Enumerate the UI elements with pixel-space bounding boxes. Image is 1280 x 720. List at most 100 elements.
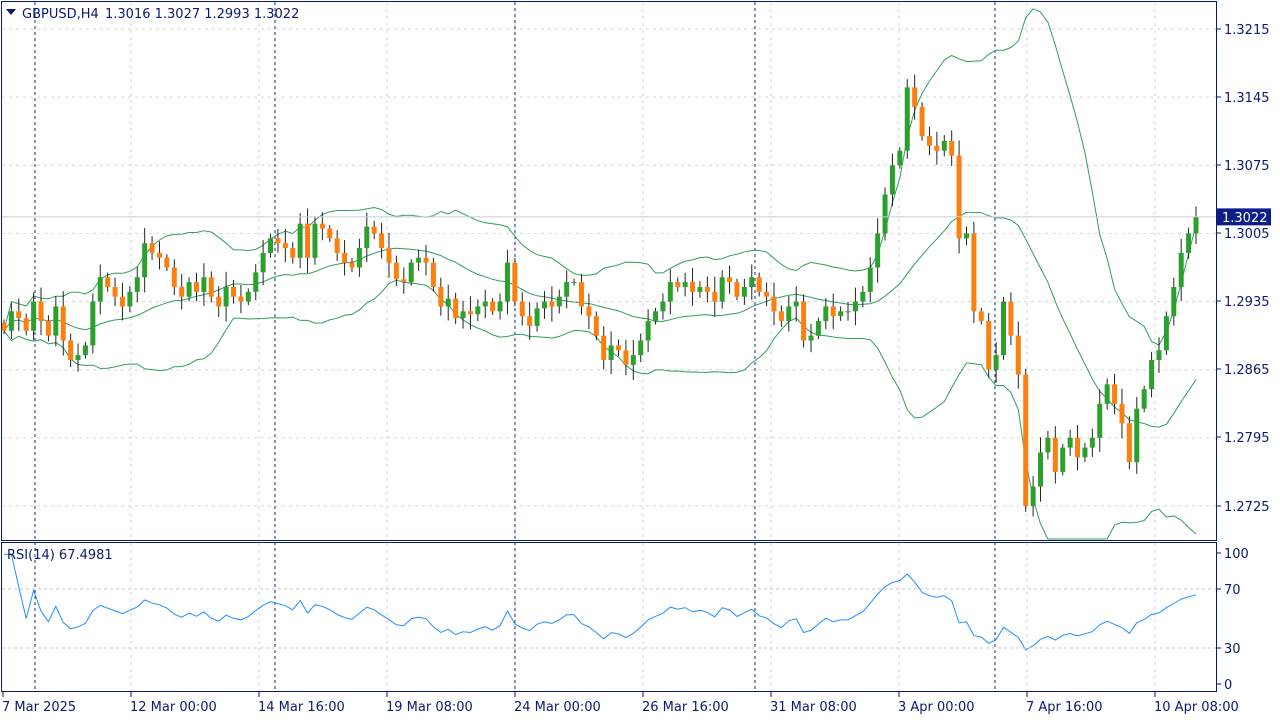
bull-candle: [1193, 216, 1199, 234]
bear-candle: [712, 291, 718, 302]
bear-candle: [16, 311, 22, 319]
bear-candle: [616, 345, 622, 351]
bollinger-middle-band: [3, 211, 1197, 428]
bear-candle: [549, 301, 555, 307]
bull-candle: [1060, 447, 1066, 472]
candlesticks[interactable]: [1, 74, 1199, 517]
bull-candle: [416, 257, 422, 263]
bear-candle: [38, 301, 44, 322]
bear-candle: [60, 306, 66, 341]
rsi-level-label: 100: [1224, 547, 1249, 562]
bull-candle: [475, 306, 481, 315]
bull-candle: [1097, 403, 1103, 438]
rsi-level-label: 0: [1224, 678, 1232, 693]
bear-candle: [1119, 403, 1125, 424]
time-label: 14 Mar 16:00: [258, 700, 345, 715]
bull-candle: [97, 277, 103, 302]
bear-candle: [319, 223, 325, 229]
bear-candle: [105, 277, 111, 287]
bear-candle: [23, 318, 29, 331]
bull-candle: [1045, 437, 1051, 453]
bull-candle: [82, 345, 88, 356]
bear-candle: [216, 296, 222, 307]
bull-candle: [786, 306, 792, 322]
bull-candle: [882, 194, 888, 234]
price-axis[interactable]: 1.3215 1.3145 1.3075 1.3005 1.2935 1.286…: [1217, 23, 1270, 515]
bull-candle: [867, 267, 873, 292]
current-price-tag: [1217, 208, 1271, 226]
bull-candle: [941, 140, 947, 151]
bear-candle: [453, 298, 459, 319]
bear-candle: [830, 306, 836, 317]
bull-candle: [1178, 252, 1184, 287]
bear-candle: [327, 228, 333, 239]
bear-candle: [949, 140, 955, 156]
rsi-level-label: 70: [1224, 583, 1241, 598]
ohlc-values: 1.3016 1.3027 1.2993 1.3022: [105, 7, 299, 22]
bear-candle: [149, 243, 155, 253]
bull-candle: [408, 262, 414, 283]
bull-candle: [1104, 384, 1110, 404]
bull-candle: [852, 301, 858, 312]
bear-candle: [919, 106, 925, 137]
bear-candle: [801, 301, 807, 341]
bear-candle: [68, 340, 74, 360]
price-label: 1.2935: [1224, 295, 1270, 310]
bull-candle: [1067, 437, 1073, 448]
bull-candle: [860, 291, 866, 302]
bull-candle: [638, 340, 644, 356]
bear-candle: [275, 238, 281, 244]
bear-candle: [467, 311, 473, 315]
time-label: 3 Apr 00:00: [898, 700, 975, 715]
bear-candle: [179, 286, 185, 297]
bear-candle: [379, 233, 385, 249]
bear-candle: [156, 252, 162, 258]
bear-candle: [349, 262, 355, 268]
bear-candle: [119, 296, 125, 307]
time-label: 10 Apr 08:00: [1154, 700, 1239, 715]
bear-candle: [490, 301, 496, 312]
bear-candle: [690, 282, 696, 292]
price-label: 1.3145: [1224, 91, 1270, 106]
bull-candle: [1001, 301, 1007, 356]
bull-candle: [127, 291, 133, 307]
bull-candle: [482, 301, 488, 307]
rsi-line-path: [4, 553, 1197, 651]
bear-candle: [734, 282, 740, 297]
bear-candle: [601, 335, 607, 360]
time-label: 7 Mar 2025: [2, 700, 76, 715]
bear-candle: [231, 286, 237, 297]
bull-candle: [815, 321, 821, 336]
bull-candle: [223, 286, 229, 307]
bull-candle: [875, 233, 881, 268]
bull-candle: [90, 301, 96, 346]
bear-candle: [778, 311, 784, 322]
bear-candle: [371, 226, 377, 234]
bull-candle: [645, 321, 651, 341]
bull-candle: [75, 355, 81, 360]
bear-candle: [430, 262, 436, 287]
bear-candle: [393, 262, 399, 280]
bull-candle: [1082, 447, 1088, 458]
bull-candle: [889, 165, 895, 195]
bear-candle: [238, 296, 244, 302]
bear-candle: [1126, 423, 1132, 463]
bull-candle: [897, 150, 903, 166]
price-label: 1.2725: [1224, 500, 1270, 515]
bear-candle: [1075, 437, 1081, 458]
bull-candle: [356, 248, 362, 268]
bear-candle: [342, 252, 348, 263]
time-label: 24 Mar 00:00: [514, 700, 601, 715]
bear-candle: [171, 267, 177, 287]
bull-candle: [793, 301, 799, 307]
rsi-axis[interactable]: 100 70 30 0: [1217, 547, 1249, 693]
bollinger-bands: [3, 8, 1197, 540]
triangle-down-icon[interactable]: [6, 9, 16, 15]
bull-candle: [808, 335, 814, 341]
bull-candle: [697, 286, 703, 292]
bear-candle: [986, 321, 992, 370]
time-axis[interactable]: 7 Mar 2025 12 Mar 00:00 14 Mar 16:00 19 …: [2, 692, 1239, 715]
